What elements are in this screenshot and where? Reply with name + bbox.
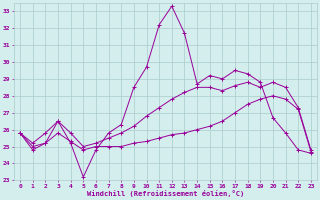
X-axis label: Windchill (Refroidissement éolien,°C): Windchill (Refroidissement éolien,°C) — [87, 190, 244, 197]
